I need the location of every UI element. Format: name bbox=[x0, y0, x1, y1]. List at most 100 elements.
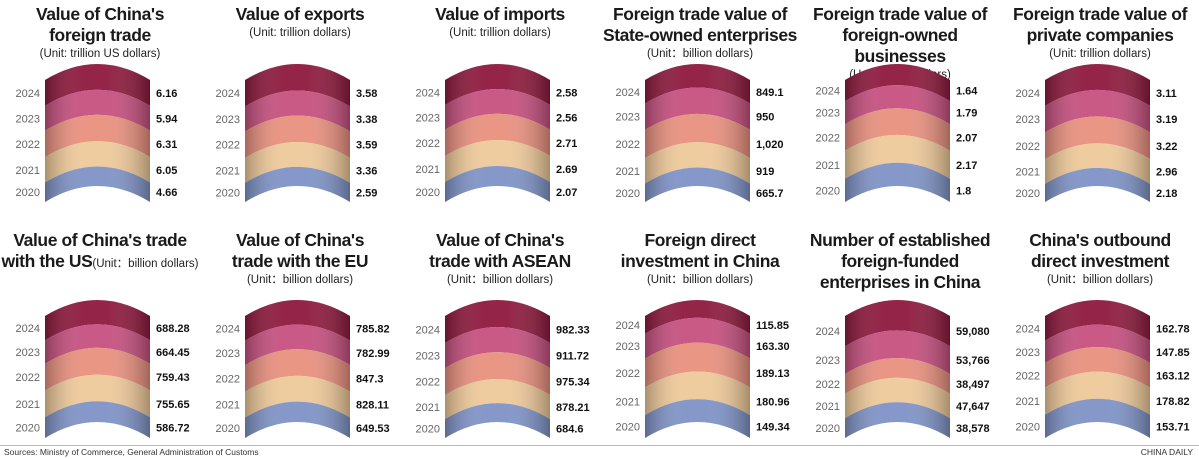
credit: CHINA DAILY bbox=[1140, 447, 1193, 457]
band-shade bbox=[245, 166, 350, 202]
value-label: 878.21 bbox=[556, 402, 590, 414]
band-shade bbox=[245, 401, 350, 438]
value-label: 189.13 bbox=[756, 368, 790, 380]
arch-chart: 2024 1.64 2023 1.79 2022 2.07 2021 2.17 2020 1.8 bbox=[816, 64, 978, 202]
band-shade bbox=[445, 113, 550, 156]
band-shade bbox=[1045, 347, 1150, 388]
title-line: direct investment bbox=[1030, 251, 1170, 271]
value-label: 2.56 bbox=[556, 112, 577, 124]
value-label: 2.07 bbox=[556, 187, 577, 199]
unit-label: (Unit：billion dollars) bbox=[446, 274, 554, 286]
band-shade bbox=[1045, 300, 1150, 341]
chart-title: Foreign trade value of private companies (… bbox=[1000, 4, 1199, 63]
chart-title: Value of imports (Unit: trillion dollars) bbox=[400, 4, 600, 42]
year-label: 2022 bbox=[816, 379, 840, 391]
year-label: 2023 bbox=[1016, 114, 1040, 126]
value-label: 982.33 bbox=[556, 325, 590, 337]
year-label: 2024 bbox=[1016, 323, 1040, 335]
year-label: 2022 bbox=[816, 133, 840, 145]
unit-label: (Unit：billion dollars) bbox=[92, 258, 199, 270]
title-line: trade with the EU bbox=[231, 251, 369, 271]
band-shade bbox=[45, 347, 150, 391]
year-label: 2022 bbox=[16, 139, 40, 151]
year-label: 2022 bbox=[416, 377, 440, 389]
year-label: 2020 bbox=[416, 187, 440, 199]
value-label: 5.94 bbox=[156, 113, 178, 125]
title-line: Number of established bbox=[809, 230, 991, 250]
band-shade bbox=[1045, 371, 1150, 415]
arch-chart: 2024 6.16 2023 5.94 2022 6.31 2021 6.05 2020 4.66 bbox=[16, 64, 178, 202]
unit-label: (Unit: trillion dollars) bbox=[449, 27, 551, 39]
title-line: enterprises in China bbox=[819, 272, 981, 292]
value-label: 163.30 bbox=[756, 341, 790, 353]
value-label: 759.43 bbox=[156, 372, 190, 384]
year-label: 2022 bbox=[616, 139, 640, 151]
band-shade bbox=[1045, 64, 1150, 106]
value-label: 649.53 bbox=[356, 423, 390, 435]
value-label: 6.31 bbox=[156, 139, 177, 151]
band-shade bbox=[45, 374, 150, 418]
year-label: 2023 bbox=[1016, 347, 1040, 359]
band-shade bbox=[245, 64, 350, 107]
band-shade bbox=[45, 64, 150, 106]
value-label: 2.07 bbox=[956, 133, 977, 145]
value-label: 4.66 bbox=[156, 187, 177, 199]
value-label: 147.85 bbox=[1156, 347, 1190, 359]
arch-chart: 2024 688.28 2023 664.45 2022 759.43 2021 755.65… bbox=[16, 300, 190, 438]
arch-chart: 2024 59,080 2023 53,766 2022 38,497 2021 47,647… bbox=[816, 300, 990, 438]
year-label: 2023 bbox=[16, 347, 40, 359]
value-label: 684.6 bbox=[556, 424, 584, 436]
band-shade bbox=[445, 352, 550, 395]
unit-label: (Unit: trillion US dollars) bbox=[39, 48, 161, 60]
band-shade bbox=[445, 88, 550, 130]
year-label: 2024 bbox=[216, 323, 240, 335]
band-shade bbox=[845, 377, 950, 419]
value-label: 665.7 bbox=[756, 188, 784, 200]
unit-label: (Unit：billion dollars) bbox=[1046, 274, 1154, 286]
year-label: 2023 bbox=[816, 108, 840, 120]
band-shade bbox=[1045, 398, 1150, 438]
chart-title: Foreign trade value of State-owned enterp… bbox=[600, 4, 800, 63]
value-label: 3.59 bbox=[356, 140, 377, 152]
band-shade bbox=[645, 113, 750, 159]
year-label: 2021 bbox=[216, 400, 240, 412]
band-shade bbox=[445, 300, 550, 344]
band-shade bbox=[845, 402, 950, 438]
value-label: 3.22 bbox=[1156, 141, 1177, 153]
title-line: Foreign direct bbox=[644, 230, 756, 250]
band-shade bbox=[45, 166, 150, 202]
year-label: 2024 bbox=[216, 88, 240, 100]
band-shade bbox=[845, 85, 950, 125]
band-shade bbox=[445, 139, 550, 182]
unit-label: (Unit：billion dollars) bbox=[246, 274, 354, 286]
year-label: 2021 bbox=[1016, 167, 1040, 179]
band-shade bbox=[245, 324, 350, 366]
year-label: 2023 bbox=[416, 351, 440, 363]
arch-chart: 2024 162.78 2023 147.85 2022 163.12 2021 178.82… bbox=[1016, 300, 1190, 438]
value-label: 1,020 bbox=[756, 139, 784, 151]
band-shade bbox=[645, 142, 750, 184]
value-label: 59,080 bbox=[956, 326, 990, 338]
value-label: 153.71 bbox=[1156, 421, 1190, 433]
arch-chart: 2024 3.58 2023 3.38 2022 3.59 2021 3.36 2020 2.59 bbox=[216, 64, 377, 202]
value-label: 38,578 bbox=[956, 423, 990, 435]
arch-chart: 2024 3.11 2023 3.19 2022 3.22 2021 2.96 2020 2.18 bbox=[1016, 64, 1177, 202]
value-label: 847.3 bbox=[356, 373, 384, 385]
year-label: 2020 bbox=[1016, 188, 1040, 200]
title-line: Foreign trade value of bbox=[612, 4, 787, 24]
value-label: 149.34 bbox=[756, 422, 791, 434]
value-label: 919 bbox=[756, 166, 774, 178]
band-shade bbox=[445, 327, 550, 369]
title-line: State-owned enterprises bbox=[602, 25, 798, 45]
year-label: 2022 bbox=[16, 372, 40, 384]
title-line: investment in China bbox=[620, 251, 780, 271]
title-line: Value of China's bbox=[435, 230, 565, 250]
band-shade bbox=[245, 142, 350, 183]
title-line: with the US(Unit：billion dollars) bbox=[1, 251, 199, 271]
band-shade bbox=[45, 401, 150, 438]
year-label: 2022 bbox=[216, 140, 240, 152]
band-shade bbox=[45, 89, 150, 131]
value-label: 115.85 bbox=[756, 320, 789, 332]
arch-chart: 2024 2.58 2023 2.56 2022 2.71 2021 2.69 2020 2.07 bbox=[416, 64, 577, 202]
band-shade bbox=[645, 64, 750, 104]
